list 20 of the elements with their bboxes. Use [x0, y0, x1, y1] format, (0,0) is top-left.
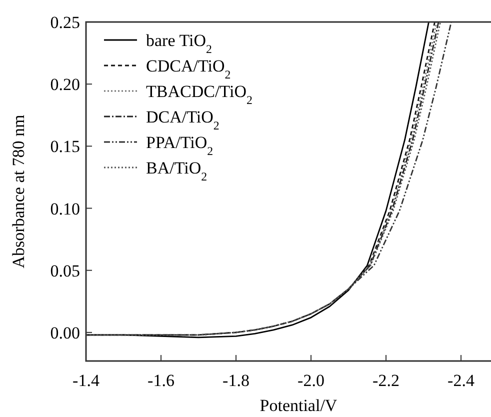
x-tick-label: -2.2	[372, 371, 400, 390]
y-tick-label: 0.10	[50, 199, 80, 218]
x-tick-label: -2.0	[298, 371, 324, 390]
legend-label: bare TiO$_{2}$	[146, 31, 212, 56]
y-tick-label: 0.25	[50, 13, 80, 32]
y-tick-label: 0.00	[50, 323, 80, 342]
x-tick-label: -2.4	[448, 371, 475, 390]
x-tick-label: -1.4	[72, 371, 100, 390]
y-tick-label: 0.05	[50, 261, 80, 280]
x-axis-title: Potential/V	[260, 396, 338, 415]
legend-label: DCA/TiO$_{2}$	[146, 108, 220, 132]
legend-label: TBACDC/TiO$_{2}$	[146, 82, 252, 107]
y-axis-title: Absorbance at 780 nm	[9, 114, 28, 268]
legend-label: CDCA/TiO$_{2}$	[146, 56, 231, 82]
x-tick-label: -1.8	[222, 371, 250, 390]
legend-label: BA/TiO$_{2}$	[146, 158, 208, 184]
legend-label: PPA/TiO$_{2}$	[146, 133, 214, 158]
y-tick-label: 0.15	[50, 137, 80, 156]
y-tick-label: 0.20	[50, 75, 80, 94]
x-tick-label: -1.6	[148, 371, 174, 390]
